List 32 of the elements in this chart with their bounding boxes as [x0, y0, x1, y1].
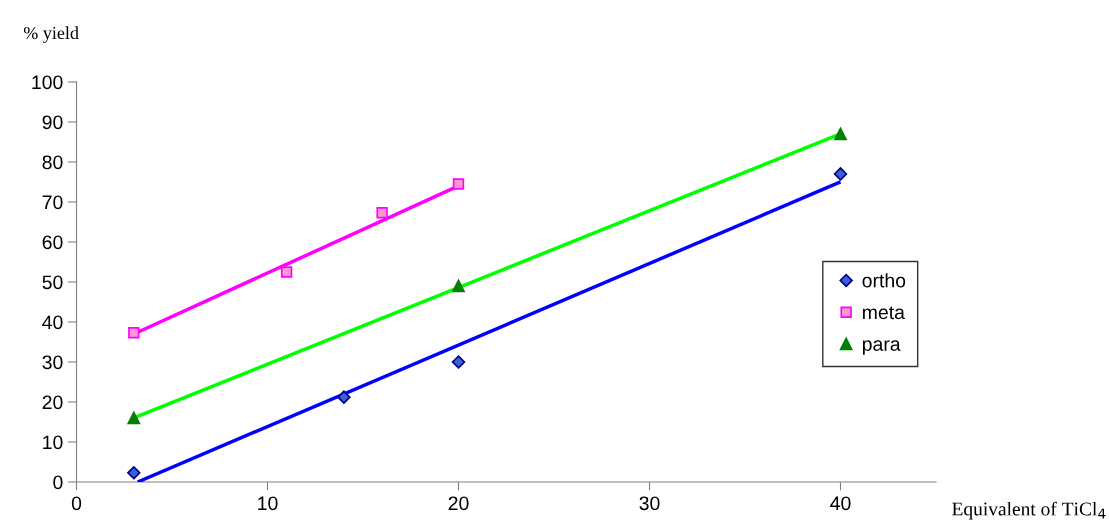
- point: [834, 127, 847, 141]
- x-tick-label: 20: [448, 496, 469, 511]
- legend-label: para: [862, 340, 901, 355]
- point: [452, 279, 465, 293]
- legend-label: ortho: [862, 273, 906, 288]
- x-axis-title: Equivalent of TiCl$_{4}$: [952, 501, 1106, 520]
- y-tick-label: 20: [42, 395, 63, 410]
- point: [376, 207, 388, 219]
- y-tick-label: 100: [32, 75, 63, 90]
- legend-label: meta: [862, 306, 905, 320]
- y-tick-label: 10: [43, 435, 63, 450]
- y-tick-label: 50: [42, 275, 63, 290]
- point: [280, 266, 293, 278]
- y-tick-label: 0: [53, 475, 63, 490]
- y-tick-label: 80: [42, 155, 63, 170]
- point: [128, 327, 140, 339]
- y-tick-label: 40: [42, 315, 63, 330]
- x-tick-label: 30: [639, 496, 660, 511]
- point: [452, 178, 465, 190]
- y-tick-label: 70: [42, 195, 63, 210]
- point: [451, 355, 466, 369]
- x-tick-label: 40: [830, 496, 851, 511]
- y-tick-label: 30: [42, 355, 63, 370]
- point: [127, 411, 141, 425]
- y-tick-label: 60: [42, 235, 63, 250]
- x-tick-label: 0: [71, 496, 82, 511]
- point: [337, 390, 351, 404]
- point: [833, 167, 848, 181]
- point: [127, 466, 141, 480]
- y-tick-label: 90: [42, 115, 63, 130]
- y-axis-title: % yield: [23, 26, 79, 43]
- x-tick-label: 10: [258, 496, 278, 511]
